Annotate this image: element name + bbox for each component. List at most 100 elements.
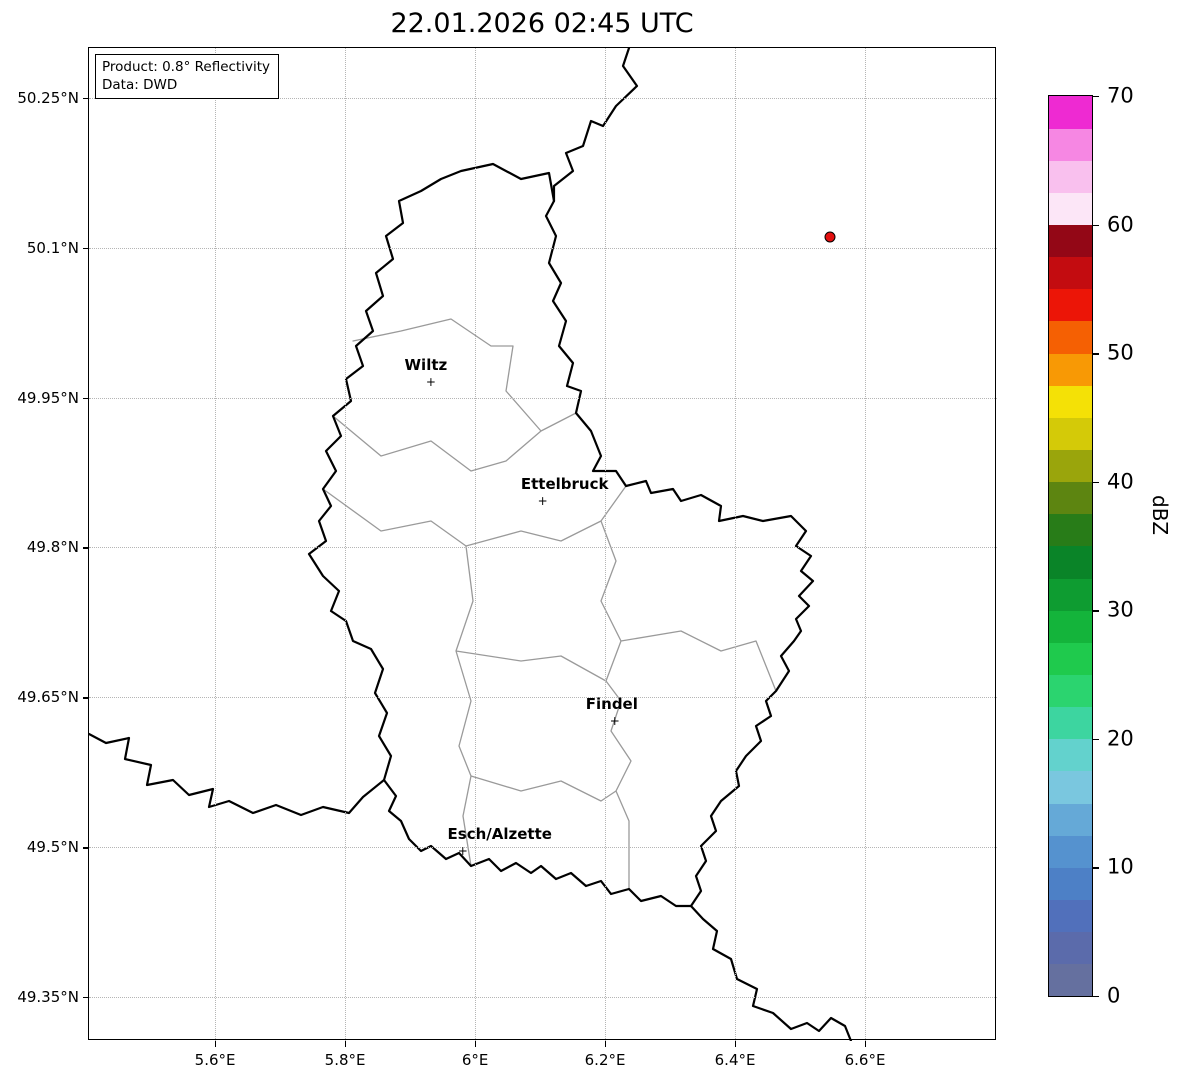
x-axis-tick-label: 6.6°E [844,1051,886,1069]
x-axis-tick-label: 5.6°E [194,1051,236,1069]
colorbar-band [1049,963,1092,997]
gridline-horizontal [89,97,997,99]
map-plot-inner: Product: 0.8° Reflectivity Data: DWD 5.6… [17,48,997,1069]
colorbar-band [1049,642,1092,676]
colorbar-tick [1093,867,1099,869]
gridline-horizontal [89,847,997,849]
x-axis-tick [605,1041,607,1047]
colorbar-band [1049,899,1092,933]
colorbar-band [1049,738,1092,772]
y-axis-tick [83,247,89,250]
figure-title: 22.01.2026 02:45 UTC [390,8,694,39]
product-info-box: Product: 0.8° Reflectivity Data: DWD [95,54,279,100]
colorbar-band [1049,224,1092,258]
colorbar-band [1049,835,1092,868]
colorbar-band [1049,610,1092,643]
y-axis-tick [83,997,89,999]
gridline-vertical [735,48,737,1041]
y-axis-tick-label: 49.35°N [17,988,79,1007]
product-info-line2: Data: DWD [102,77,178,94]
colorbar-band [1049,449,1092,483]
gridline-vertical [865,48,867,1041]
x-axis-tick-label: 6°E [461,1051,489,1069]
gridline-horizontal [89,247,997,249]
city-marker-cross: + [425,374,436,389]
colorbar-band [1049,321,1092,354]
map-plot-area: Product: 0.8° Reflectivity Data: DWD 5.6… [17,47,997,1069]
colorbar-tick-label: 40 [1107,469,1134,494]
y-axis-tick [83,697,89,699]
y-axis-tick [83,847,89,849]
city-label: Wiltz [404,355,448,374]
y-axis-tick-label: 49.95°N [17,388,79,407]
colorbar-band [1049,706,1092,740]
colorbar-band [1049,803,1092,836]
colorbar-tick [1093,353,1099,355]
colorbar-band [1049,288,1092,322]
colorbar-band [1049,867,1092,901]
colorbar-tick-label: 60 [1107,212,1134,237]
colorbar-band [1049,578,1092,611]
y-axis-tick-label: 49.5°N [26,838,79,857]
gridline-horizontal [89,547,997,549]
colorbar-band [1049,417,1092,451]
colorbar-band [1049,385,1092,418]
colorbar-tick-label: 20 [1107,726,1134,751]
reflectivity-colorbar: 0 10 20 30 40 50 60 70 [1048,84,1134,1008]
y-axis-tick [83,97,89,100]
city-label: Ettelbruck [520,474,609,493]
city-label: Findel [585,695,638,714]
map-borders-svg [89,48,853,1041]
colorbar-tick [1093,610,1099,612]
gridline-vertical [215,48,217,1041]
x-axis-tick [215,1041,217,1047]
x-axis-tick-label: 5.8°E [324,1051,366,1069]
colorbar-band [1049,192,1092,226]
x-axis-tick-label: 6.4°E [714,1051,756,1069]
colorbar-band [1049,771,1092,804]
colorbar-tick-label: 10 [1107,854,1134,879]
x-axis-tick [345,1041,347,1047]
colorbar-band [1049,256,1092,290]
y-axis-tick [83,397,89,400]
canton-borders [322,318,777,890]
colorbar-axis-label: dBZ [1148,495,1172,536]
colorbar-tick-label: 30 [1107,597,1134,622]
colorbar-tick [1093,96,1099,98]
colorbar-tick-label: 70 [1107,83,1134,108]
product-info-line1: Product: 0.8° Reflectivity [102,59,270,75]
colorbar-band [1049,931,1092,965]
y-axis-tick-label: 50.25°N [17,88,79,107]
y-axis-tick-label: 49.8°N [26,538,79,557]
city-label: Esch/Alzette [447,825,552,844]
colorbar-band [1049,96,1092,129]
colorbar-band [1049,128,1092,161]
colorbar-band [1049,481,1092,515]
y-axis-tick-label: 49.65°N [17,688,79,707]
colorbar-tick-label: 50 [1107,340,1134,365]
x-axis-tick [475,1041,477,1047]
colorbar-tick [1093,996,1099,998]
y-axis-tick [83,547,89,549]
colorbar-tick-label: 0 [1107,983,1121,1008]
x-axis-tick-label: 6.2°E [584,1051,626,1069]
gridline-vertical [475,48,477,1041]
colorbar-band [1049,160,1092,193]
country-border-luxembourg [307,162,815,908]
x-axis-tick [865,1041,867,1047]
x-axis-tick [735,1041,737,1047]
gridline-horizontal [89,397,997,399]
colorbar-band [1049,674,1092,708]
gridline-vertical [605,48,607,1041]
colorbar-band [1049,513,1092,547]
country-border-neighbours [89,48,853,1041]
city-marker-cross: + [537,493,548,508]
colorbar-band [1049,546,1092,579]
colorbar-tick [1093,481,1099,484]
city-marker-cross: + [457,844,468,859]
radar-marker-dot [824,231,836,243]
y-axis-tick-label: 50.1°N [26,238,79,257]
colorbar-band [1049,353,1092,386]
gridline-horizontal [89,697,997,699]
